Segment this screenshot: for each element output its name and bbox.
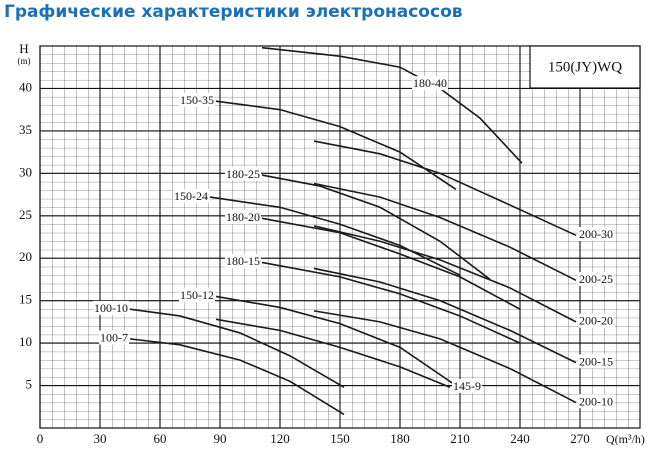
x-tick-label: 270 (570, 431, 590, 446)
pump-curve (215, 295, 457, 387)
curve-label-bg (93, 300, 129, 315)
pump-curve (313, 140, 577, 237)
x-tick-label: 240 (510, 431, 530, 446)
curve-label: 200-25 (579, 272, 613, 286)
y-tick-label: 10 (19, 334, 32, 349)
x-tick-label: 180 (390, 431, 410, 446)
curve-label-bg (452, 379, 482, 394)
curve-label: 200-30 (579, 227, 613, 241)
pump-curve (129, 338, 345, 416)
pump-curve (215, 318, 451, 388)
pump-curve (129, 308, 345, 388)
curve-label-bg (225, 254, 261, 269)
curve-label-bg (99, 330, 129, 345)
pump-curve (313, 225, 577, 323)
y-axis-unit: (m) (18, 56, 31, 66)
pump-curve (313, 182, 577, 282)
pump-curve (313, 310, 577, 404)
x-tick-label: 90 (214, 431, 227, 446)
curve-label-bg (173, 188, 209, 203)
pump-curve (261, 174, 491, 281)
x-tick-label: 210 (450, 431, 470, 446)
curve-label: 200-15 (579, 354, 613, 368)
pump-curve (215, 100, 457, 191)
curve-label: 145-9 (453, 379, 481, 393)
pump-curve (209, 196, 461, 276)
y-tick-label: 15 (19, 292, 32, 307)
y-tick-label: 35 (19, 122, 32, 137)
curve-label: 180-25 (226, 167, 260, 181)
x-axis-label: Q(m³/h) (606, 432, 645, 446)
curve-label-bg (179, 92, 215, 107)
curve-label: 150-24 (174, 189, 208, 203)
x-tick-label: 30 (94, 431, 107, 446)
curve-label: 150-12 (180, 288, 214, 302)
curve-label-bg (578, 313, 614, 328)
y-tick-label: 40 (19, 79, 32, 94)
model-box (529, 45, 641, 89)
curve-label-bg (578, 354, 614, 369)
y-tick-label: 5 (26, 377, 33, 392)
curve-label-bg (225, 166, 261, 181)
pump-curve (261, 261, 521, 344)
curve-label: 180-15 (226, 254, 260, 268)
curve-label-bg (578, 394, 614, 409)
pump-curve (313, 267, 577, 364)
y-axis-label: H (19, 41, 28, 56)
page-title: Графические характеристики электронасосо… (4, 2, 463, 22)
curve-label: 180-40 (413, 76, 447, 90)
y-tick-label: 30 (19, 164, 32, 179)
model-label: 150(JY)WQ (548, 59, 622, 75)
curve-label-bg (578, 272, 614, 287)
x-tick-label: 120 (270, 431, 290, 446)
x-tick-label: 60 (154, 431, 167, 446)
curve-label: 150-35 (180, 93, 214, 107)
y-tick-label: 20 (19, 249, 32, 264)
x-tick-label: 0 (37, 431, 44, 446)
curve-label: 200-20 (579, 314, 613, 328)
y-tick-label: 25 (19, 207, 32, 222)
curve-label: 100-7 (100, 331, 128, 345)
curve-label: 200-10 (579, 394, 613, 408)
curve-label-bg (225, 210, 261, 225)
curve-label-bg (412, 76, 448, 91)
curve-label: 100-10 (94, 301, 128, 315)
x-tick-label: 150 (330, 431, 350, 446)
curve-label-bg (179, 288, 215, 303)
pump-curve (261, 217, 521, 310)
curve-label-bg (578, 227, 614, 242)
curve-label: 180-20 (226, 210, 260, 224)
